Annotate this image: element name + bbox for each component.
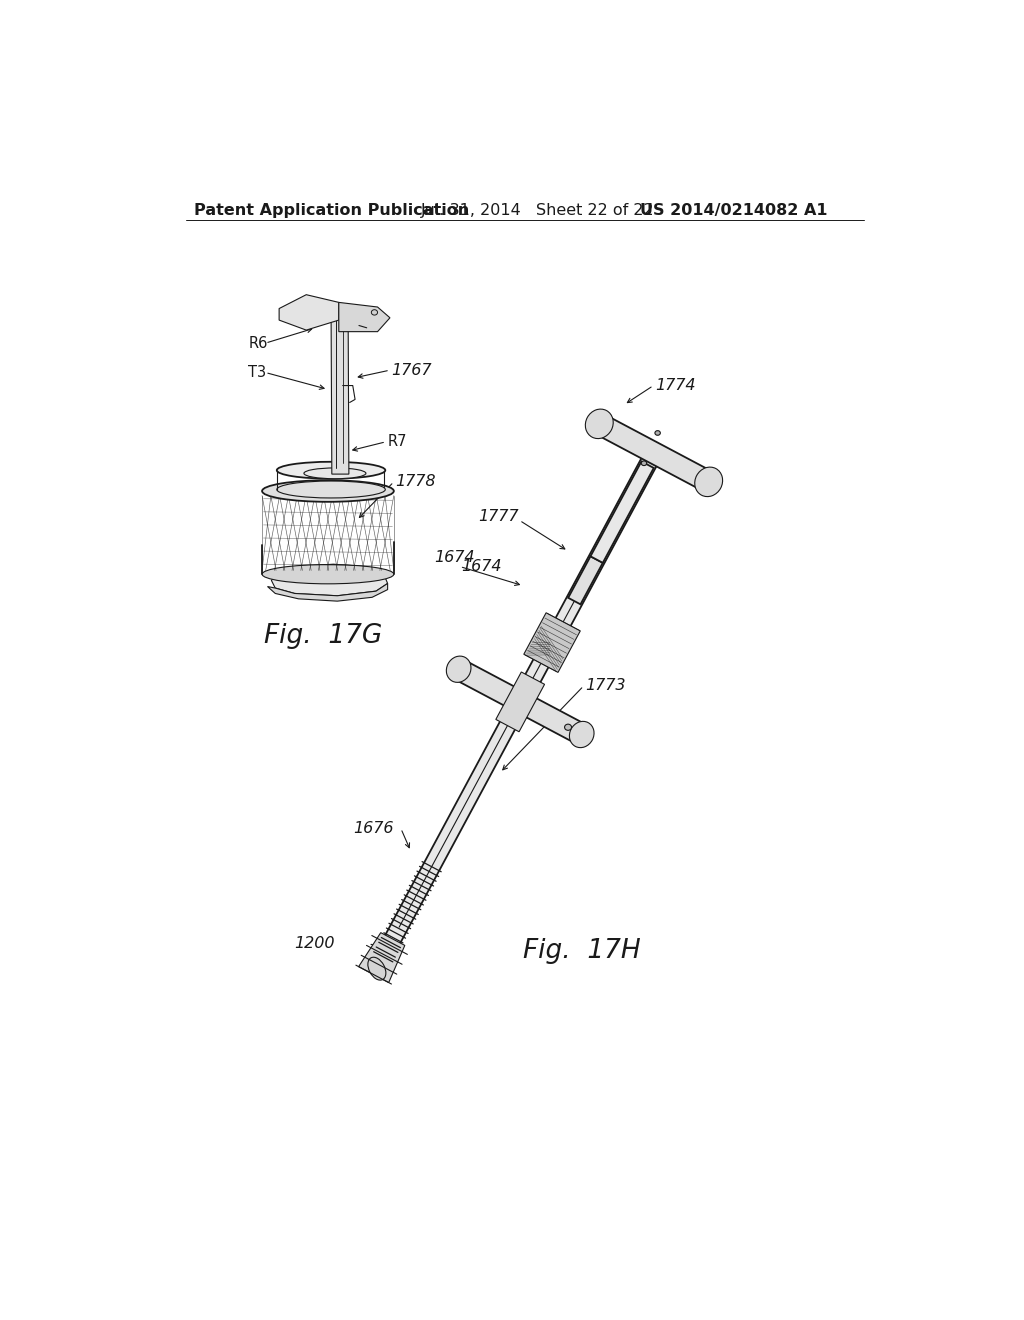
Ellipse shape	[641, 461, 647, 466]
Text: 1674: 1674	[461, 558, 502, 574]
Ellipse shape	[694, 467, 723, 496]
Polygon shape	[339, 302, 390, 331]
Polygon shape	[496, 672, 545, 731]
Polygon shape	[373, 449, 662, 966]
Ellipse shape	[446, 656, 471, 682]
Text: T3: T3	[248, 364, 266, 380]
Polygon shape	[358, 933, 404, 982]
Polygon shape	[568, 556, 603, 605]
Polygon shape	[267, 583, 388, 601]
Polygon shape	[331, 309, 349, 474]
Polygon shape	[280, 294, 339, 330]
Text: US 2014/0214082 A1: US 2014/0214082 A1	[640, 203, 827, 218]
Ellipse shape	[586, 409, 613, 438]
Polygon shape	[454, 660, 587, 744]
Ellipse shape	[276, 462, 385, 479]
Text: Jul. 31, 2014: Jul. 31, 2014	[421, 203, 521, 218]
Text: Fig.  17H: Fig. 17H	[523, 939, 641, 965]
Ellipse shape	[655, 430, 660, 436]
Text: 1774: 1774	[655, 378, 695, 393]
Ellipse shape	[564, 725, 571, 730]
Text: Sheet 22 of 22: Sheet 22 of 22	[537, 203, 654, 218]
Polygon shape	[594, 414, 714, 491]
Text: 1773: 1773	[586, 678, 626, 693]
Text: 1200: 1200	[295, 936, 335, 952]
Ellipse shape	[569, 721, 594, 747]
Text: Fig.  17G: Fig. 17G	[263, 623, 382, 649]
Text: 1777: 1777	[478, 510, 519, 524]
Ellipse shape	[276, 480, 385, 498]
Polygon shape	[591, 462, 653, 562]
Ellipse shape	[262, 565, 394, 583]
Ellipse shape	[372, 310, 378, 315]
Text: R7: R7	[388, 434, 408, 449]
Text: R6: R6	[248, 335, 267, 351]
Polygon shape	[271, 564, 388, 595]
Ellipse shape	[304, 469, 366, 479]
Polygon shape	[524, 612, 581, 672]
Text: 1767: 1767	[391, 363, 432, 378]
Text: 1778: 1778	[395, 474, 436, 490]
Text: Patent Application Publication: Patent Application Publication	[194, 203, 469, 218]
Text: 1674: 1674	[434, 549, 475, 565]
Text: 1676: 1676	[352, 821, 393, 836]
Ellipse shape	[368, 957, 386, 981]
Ellipse shape	[262, 480, 394, 502]
